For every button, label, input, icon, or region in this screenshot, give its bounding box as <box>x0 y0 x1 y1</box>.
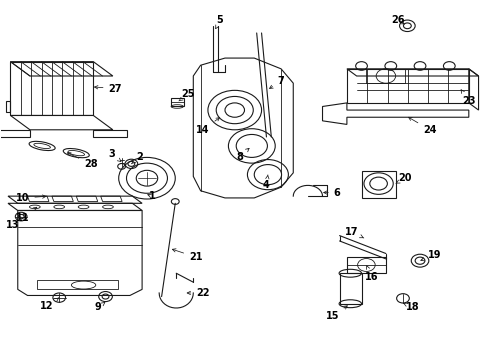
Text: 7: 7 <box>269 76 284 89</box>
Text: 3: 3 <box>108 149 121 162</box>
Text: 22: 22 <box>187 288 209 298</box>
Text: 27: 27 <box>94 84 122 94</box>
Text: 6: 6 <box>323 188 340 198</box>
Text: 4: 4 <box>263 175 269 190</box>
Text: 14: 14 <box>196 118 219 135</box>
Text: 16: 16 <box>364 266 377 282</box>
Text: 23: 23 <box>460 90 474 106</box>
Text: 26: 26 <box>390 15 404 26</box>
Text: 20: 20 <box>395 173 411 184</box>
Text: 18: 18 <box>402 302 419 312</box>
Text: 17: 17 <box>345 227 363 238</box>
Text: 28: 28 <box>67 153 98 169</box>
Text: 5: 5 <box>215 15 223 29</box>
Text: 15: 15 <box>325 306 346 321</box>
Text: 19: 19 <box>420 250 441 261</box>
Text: 24: 24 <box>407 117 436 135</box>
Text: 9: 9 <box>95 302 104 312</box>
Text: 13: 13 <box>6 217 21 230</box>
Text: 21: 21 <box>172 249 202 262</box>
Text: 8: 8 <box>236 148 248 162</box>
Text: 25: 25 <box>179 89 195 101</box>
Text: 10: 10 <box>16 193 46 203</box>
Text: 12: 12 <box>40 298 59 311</box>
Text: 1: 1 <box>147 191 155 201</box>
Text: 11: 11 <box>16 207 37 222</box>
Text: 2: 2 <box>131 152 143 164</box>
